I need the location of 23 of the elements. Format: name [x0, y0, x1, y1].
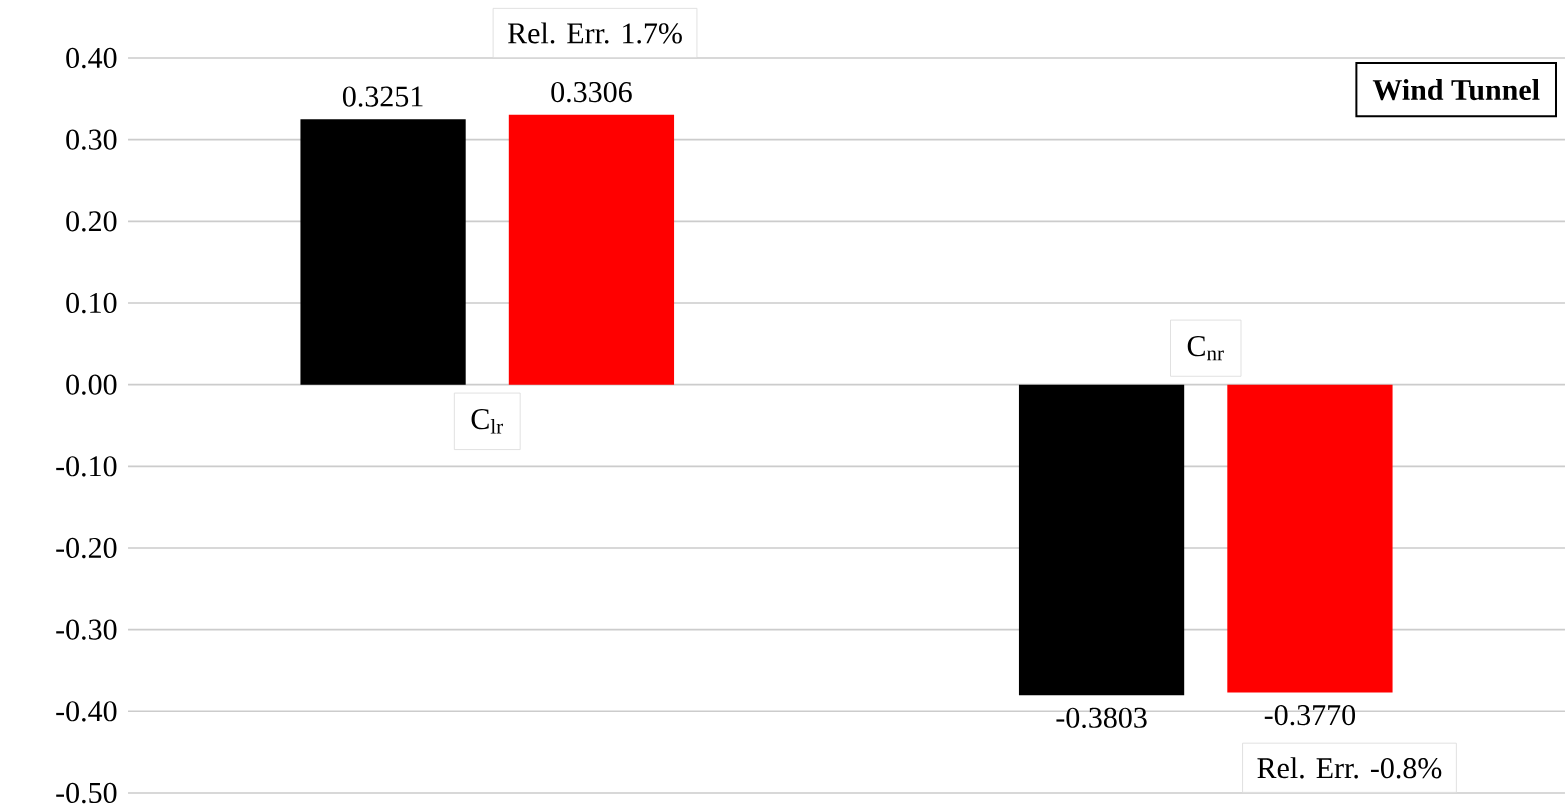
y-tick-label: -0.50 — [56, 782, 117, 804]
y-tick-label: 0.00 — [66, 374, 117, 395]
x-tick-label: C$_{nr}$ — [1187, 336, 1224, 361]
y-tick-label: -0.30 — [56, 619, 117, 640]
data-label: 0.3251 — [342, 86, 423, 107]
bar — [508, 114, 675, 385]
y-tick-label: -0.20 — [56, 537, 117, 559]
data-label: -0.3803 — [1056, 707, 1147, 729]
y-tick-label: -0.40 — [56, 701, 117, 722]
x-tick-label: C$_{lr}$ — [471, 409, 503, 434]
data-label: -0.3770 — [1264, 704, 1356, 726]
y-tick-label: -0.10 — [56, 456, 117, 477]
y-tick-label: 0.40 — [66, 47, 117, 69]
bar — [1227, 384, 1393, 693]
text: Wind Tunnel — [1372, 79, 1540, 101]
data-label: 0.3306 — [551, 81, 632, 103]
y-tick-label: 0.10 — [66, 292, 117, 314]
y-tick-label: 0.30 — [66, 129, 117, 150]
bar — [1018, 384, 1185, 696]
bar — [300, 119, 466, 385]
y-tick-label: 0.20 — [66, 211, 117, 232]
text: Rel. Err. 1.7% — [508, 22, 682, 44]
annotation: Rel. Err. -0.8% — [1257, 757, 1442, 779]
